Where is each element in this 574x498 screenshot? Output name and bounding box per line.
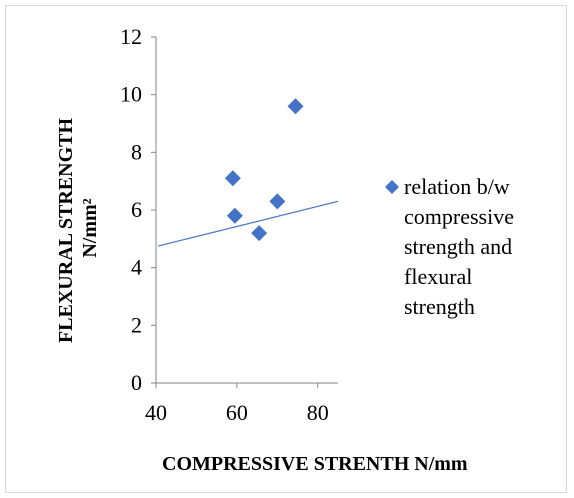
y-axis-title: FLEXURAL STRENGTH N/mm²	[55, 113, 101, 343]
y-axis: 0 2 4 6 8 10 12	[120, 24, 157, 395]
y-axis-title-line-2: N/mm²	[79, 198, 101, 257]
y-tick-label: 6	[131, 197, 142, 222]
data-points	[224, 98, 304, 242]
y-axis-title-line-1: FLEXURAL STRENGTH	[55, 118, 77, 343]
y-tick-label: 4	[131, 255, 142, 280]
chart-frame	[5, 5, 567, 493]
y-tick-label: 10	[120, 82, 142, 107]
legend-label-line-2: compressive	[404, 204, 514, 229]
x-tick-label: 60	[226, 400, 248, 425]
x-axis-title: COMPRESSIVE STRENTH N/mm	[162, 453, 468, 475]
legend-label-line-4: flexural	[404, 264, 472, 289]
x-tick-label: 80	[307, 400, 329, 425]
legend: relation b/w compressive strength and fl…	[385, 174, 519, 319]
legend-label-line-3: strength and	[404, 234, 512, 259]
data-point-diamond	[226, 207, 243, 224]
y-tick-label: 12	[120, 24, 142, 49]
legend-label: relation b/w compressive strength and fl…	[404, 174, 519, 319]
legend-label-line-1: relation b/w	[404, 174, 510, 199]
y-tick-label: 0	[131, 370, 142, 395]
trendline-group	[157, 200, 339, 247]
legend-label-line-5: strength	[404, 294, 475, 319]
x-axis: 40 60 80	[145, 382, 338, 425]
y-tick-label: 2	[131, 312, 142, 337]
legend-diamond-marker	[385, 180, 399, 194]
data-point-diamond	[251, 225, 268, 242]
trendline	[157, 200, 339, 247]
data-point-diamond	[269, 193, 286, 210]
data-point-diamond	[224, 170, 241, 187]
data-point-diamond	[287, 98, 304, 115]
y-tick-label: 8	[131, 139, 142, 164]
x-tick-label: 40	[145, 400, 167, 425]
